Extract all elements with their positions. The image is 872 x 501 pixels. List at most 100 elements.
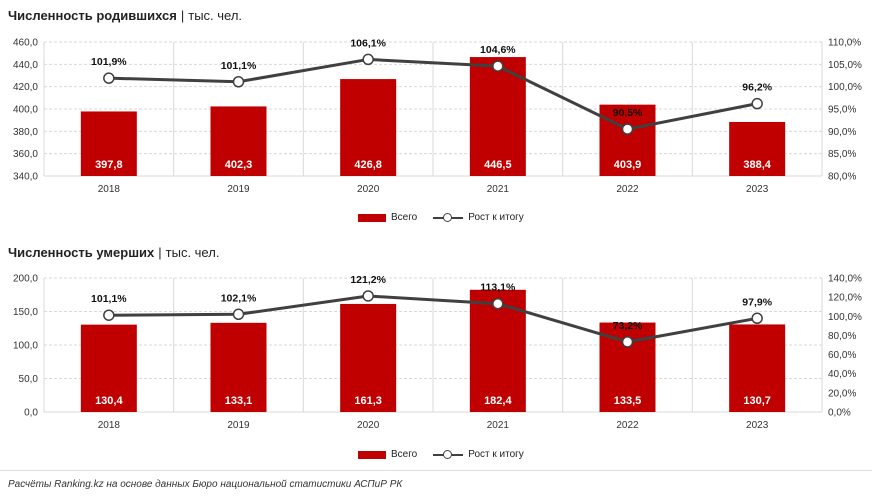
- deaths-y2-tick-label: 120,0%: [828, 293, 862, 304]
- deaths-bar-value-label: 130,7: [743, 395, 771, 407]
- deaths-growth-label: 73,2%: [613, 320, 643, 332]
- births-bar: [599, 104, 656, 176]
- births-bar: [210, 106, 267, 176]
- births-x-tick-label: 2022: [616, 184, 639, 195]
- births-growth-point: [232, 76, 245, 88]
- births-bar: [469, 57, 526, 177]
- births-legend-bars-label: Всего: [391, 212, 418, 223]
- deaths-growth-point: [103, 309, 115, 321]
- births-x-tick-label: 2021: [487, 184, 510, 195]
- births-bar-value-label: 446,5: [484, 159, 512, 171]
- births-title-unit: тыс. чел.: [188, 8, 243, 23]
- births-legend: Всего Рост к итогу: [358, 212, 524, 223]
- deaths-bar: [80, 324, 137, 412]
- deaths-x-tick-label: 2022: [616, 420, 639, 431]
- deaths-bar-value-label: 161,3: [354, 395, 382, 407]
- deaths-y2-tick-label: 40,0%: [828, 369, 856, 380]
- births-y-tick-label: 440,0: [13, 60, 38, 71]
- births-growth-label: 106,1%: [350, 37, 386, 49]
- births-y2-tick-label: 100,0%: [828, 82, 862, 93]
- deaths-y2-tick-label: 100,0%: [828, 312, 862, 323]
- births-legend-line: Рост к итогу: [433, 212, 524, 223]
- deaths-y-tick-label: 150,0: [13, 307, 38, 318]
- legend-bar-swatch: [358, 213, 386, 222]
- deaths-y2-tick-label: 60,0%: [828, 350, 856, 361]
- deaths-chart-title: Численность умерших | тыс. чел.: [8, 245, 219, 260]
- births-legend-bars: Всего: [358, 212, 417, 223]
- deaths-title-separator: |: [158, 245, 162, 260]
- deaths-y2-tick-label: 0,0%: [828, 408, 851, 419]
- deaths-legend-line-label: Рост к итогу: [468, 449, 524, 460]
- deaths-growth-label: 102,1%: [221, 292, 257, 304]
- births-chart-svg: 340,0 360,0 380,0 400,0 420,0 440,0 460,0 80,0%…: [13, 37, 862, 195]
- births-y2-tick-label: 85,0%: [828, 149, 856, 160]
- births-bar-value-label: 397,8: [95, 159, 123, 171]
- births-title-text: Численность родившихся: [8, 8, 177, 23]
- deaths-growth-point: [362, 290, 374, 302]
- deaths-legend-bars-label: Всего: [391, 449, 418, 460]
- births-y2-tick-label: 105,0%: [828, 60, 862, 71]
- legend-line-swatch: [433, 449, 464, 460]
- deaths-y-tick-label: 0,0: [24, 408, 38, 419]
- deaths-bar: [729, 324, 786, 412]
- deaths-bar-value-label: 130,4: [95, 395, 123, 407]
- source-note: Расчёты Ranking.kz на основе данных Бюро…: [8, 479, 403, 490]
- births-growth-label: 96,2%: [742, 82, 772, 94]
- legend-line-swatch: [433, 212, 464, 223]
- deaths-growth-label: 101,1%: [91, 293, 127, 305]
- births-growth-label: 101,9%: [91, 56, 127, 68]
- deaths-bar-value-label: 133,5: [614, 395, 642, 407]
- births-y-tick-label: 360,0: [13, 149, 38, 160]
- deaths-growth-point: [492, 297, 504, 310]
- deaths-bar-value-label: 133,1: [225, 395, 253, 407]
- deaths-title-text: Численность умерших: [8, 245, 155, 260]
- deaths-chart-svg: 0,0 50,0 100,0 150,0 200,0 0,0% 20,0% 40,0% 60,0…: [13, 274, 862, 432]
- births-chart-block: Численность родившихся | тыс. чел. 340,0 36…: [0, 0, 872, 235]
- births-x-tick-label: 2020: [357, 184, 380, 195]
- deaths-bar: [340, 303, 397, 412]
- deaths-x-tick-label: 2021: [487, 420, 510, 431]
- births-bar: [340, 79, 397, 176]
- births-bar: [729, 121, 786, 176]
- births-bar-value-label: 426,8: [354, 159, 382, 171]
- births-growth-point: [362, 53, 374, 66]
- births-y-tick-label: 400,0: [13, 105, 38, 116]
- deaths-growth-label: 113,1%: [480, 282, 516, 294]
- deaths-bar-value-label: 182,4: [484, 395, 512, 407]
- deaths-y-tick-label: 200,0: [13, 274, 38, 285]
- births-growth-label: 104,6%: [480, 44, 516, 56]
- births-bar-value-label: 388,4: [743, 159, 771, 171]
- births-chart-title: Численность родившихся | тыс. чел.: [8, 8, 242, 23]
- births-y2-tick-label: 80,0%: [828, 172, 856, 183]
- deaths-growth-point: [751, 312, 763, 325]
- deaths-y-tick-label: 100,0: [13, 341, 38, 352]
- deaths-y-tick-label: 50,0: [19, 374, 39, 385]
- deaths-legend-bars: Всего: [358, 449, 417, 460]
- deaths-growth-point: [232, 308, 245, 321]
- births-growth-point: [492, 60, 504, 72]
- deaths-x-tick-label: 2020: [357, 420, 380, 431]
- births-x-tick-label: 2019: [227, 184, 250, 195]
- births-bar: [80, 111, 137, 176]
- deaths-bar: [210, 322, 267, 412]
- births-growth-point: [621, 123, 634, 135]
- births-y-tick-label: 460,0: [13, 38, 38, 49]
- deaths-x-tick-label: 2019: [227, 420, 250, 431]
- deaths-growth-label: 121,2%: [350, 274, 386, 286]
- deaths-y2-tick-label: 20,0%: [828, 388, 856, 399]
- births-y-tick-label: 380,0: [13, 127, 38, 138]
- births-x-tick-label: 2023: [746, 184, 769, 195]
- births-y-tick-label: 340,0: [13, 172, 38, 183]
- deaths-growth-line: [108, 294, 758, 344]
- births-bar-value-label: 403,9: [614, 159, 642, 171]
- births-growth-label: 90,5%: [613, 107, 643, 119]
- births-legend-line-label: Рост к итогу: [468, 212, 524, 223]
- deaths-legend: Всего Рост к итогу: [358, 449, 524, 460]
- births-growth-point: [751, 97, 763, 110]
- deaths-y2-tick-label: 80,0%: [828, 331, 856, 342]
- deaths-x-tick-label: 2023: [746, 420, 769, 431]
- births-y-tick-label: 420,0: [13, 82, 38, 93]
- births-y2-tick-label: 95,0%: [828, 105, 856, 116]
- deaths-growth-label: 97,9%: [742, 296, 772, 308]
- deaths-legend-line: Рост к итогу: [433, 449, 524, 460]
